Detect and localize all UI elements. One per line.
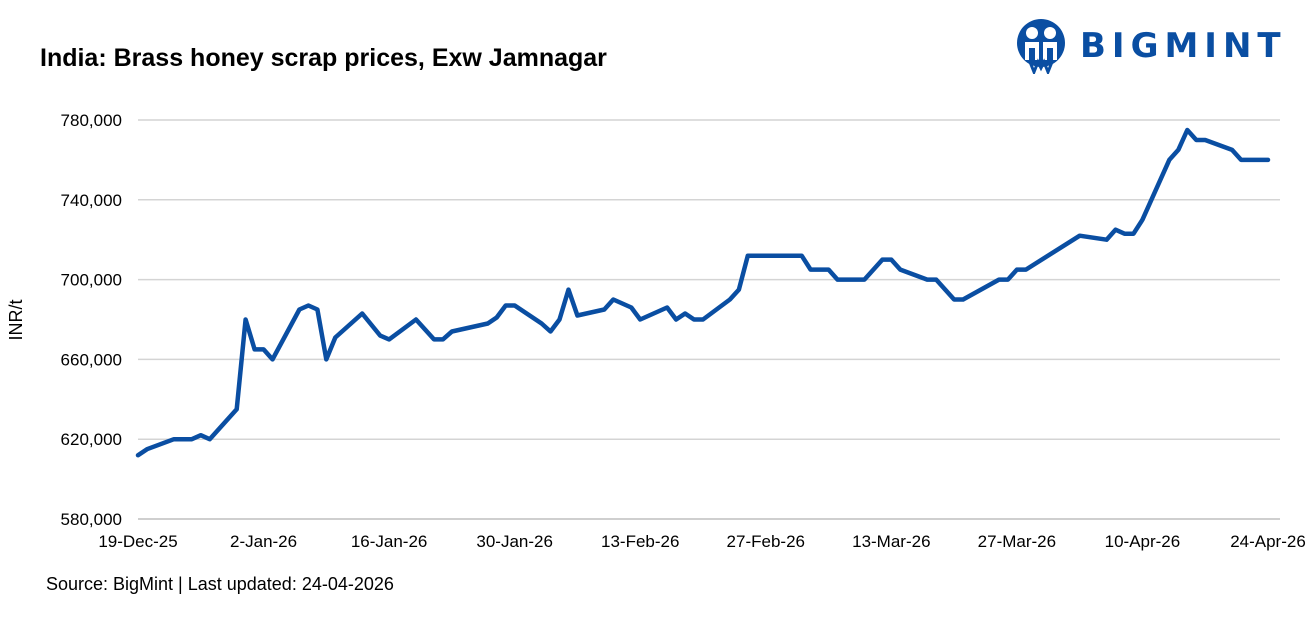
gridlines <box>138 119 1280 520</box>
y-tick-label: 740,000 <box>61 191 122 210</box>
y-tick-label: 700,000 <box>61 271 122 290</box>
x-tick-label: 27-Mar-26 <box>978 532 1056 551</box>
x-tick-label: 16-Jan-26 <box>351 532 428 551</box>
x-tick-label: 2-Jan-26 <box>230 532 297 551</box>
chart-title: India: Brass honey scrap prices, Exw Jam… <box>40 44 607 72</box>
y-tick-label: 660,000 <box>61 350 122 369</box>
x-tick-label: 24-Apr-26 <box>1230 532 1306 551</box>
y-axis-label: INR/t <box>6 299 26 340</box>
y-axis: 580,000 620,000 660,000 700,000 740,000 780,0… <box>61 111 122 529</box>
source-note: Source: BigMint | Last updated: 24-04-20… <box>46 574 394 594</box>
x-tick-label: 30-Jan-26 <box>476 532 553 551</box>
x-tick-label: 13-Mar-26 <box>852 532 930 551</box>
y-tick-label: 580,000 <box>61 510 122 529</box>
series-line <box>135 127 1271 458</box>
x-tick-label: 27-Feb-26 <box>727 532 805 551</box>
x-tick-label: 19-Dec-25 <box>98 532 177 551</box>
bigmint-logo-icon <box>1017 19 1065 74</box>
y-tick-label: 620,000 <box>61 430 122 449</box>
bigmint-logo: BIGMINT <box>1016 18 1287 74</box>
logo-text: BIGMINT <box>1080 26 1287 66</box>
x-tick-label: 10-Apr-26 <box>1105 532 1181 551</box>
y-tick-label: 780,000 <box>61 111 122 130</box>
x-tick-label: 13-Feb-26 <box>601 532 679 551</box>
x-axis: 19-Dec-25 2-Jan-26 16-Jan-26 30-Jan-26 13-Fe… <box>98 532 1305 551</box>
